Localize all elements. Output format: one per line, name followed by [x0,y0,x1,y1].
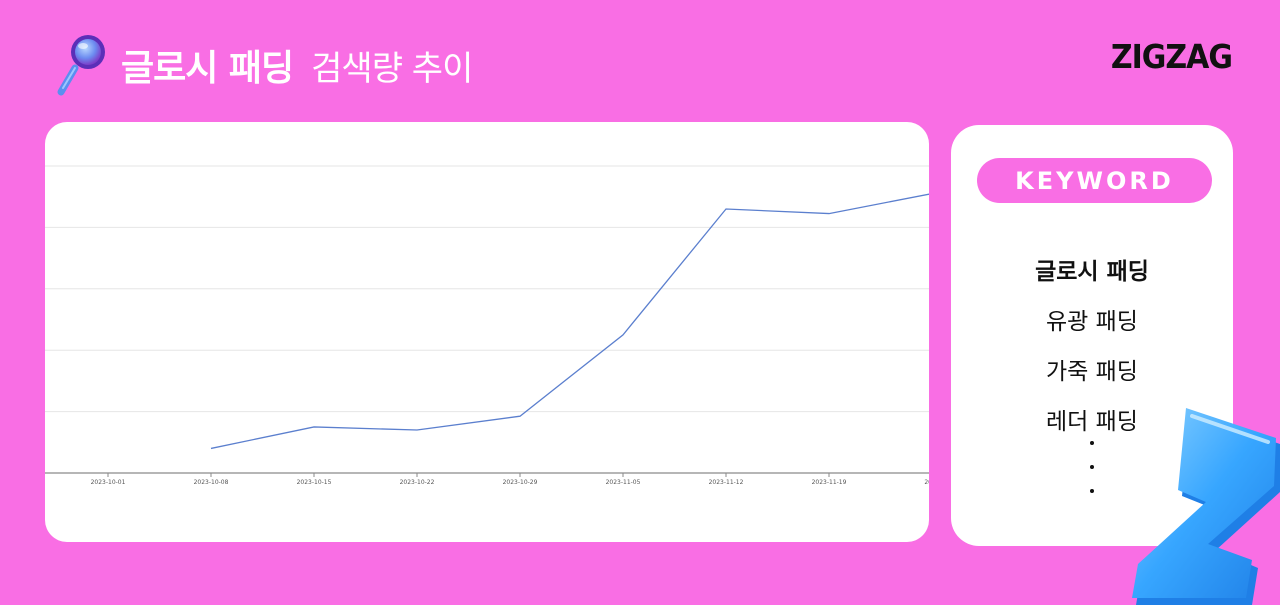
x-tick-label: 2023-10-08 [194,479,229,486]
magnifier-icon [57,35,105,96]
keyword-item: 유광 패딩 [1046,309,1138,335]
keyword-item: 레더 패딩 [1046,409,1138,435]
ellipsis-dot [1090,441,1094,445]
keyword-label: KEYWORD [977,158,1212,203]
x-tick-label: 2023-11-05 [606,479,641,486]
x-tick-label: 2023-10-22 [400,479,435,486]
z-letter-icon [1132,408,1280,605]
x-tick-label: 2023-10-15 [297,479,332,486]
keyword-item: 가죽 패딩 [1046,359,1138,385]
page-subtitle: 검색량 추이 [311,48,473,89]
x-tick-label: 2023-11-19 [812,479,847,486]
x-tick-label: 2023-10-29 [503,479,538,486]
line-chart: 2023-10-01 2023-10-08 2023-10-15 2023-10-22… [45,165,929,486]
more-dots [951,441,1233,513]
x-tick-label: 2023 [924,479,929,486]
keyword-list: 글로시 패딩 유광 패딩 가죽 패딩 레더 패딩 [951,247,1233,447]
series-line [210,193,929,450]
brand-logo: ZIGZAG [1110,38,1233,77]
x-tick-label: 2023-10-01 [91,479,126,486]
chart-card: 2023-10-01 2023-10-08 2023-10-15 2023-10-22… [45,122,929,542]
header: 글로시 패딩 검색량 추이 [55,30,473,100]
page-title: 글로시 패딩 [121,48,294,89]
ellipsis-dot [1090,489,1094,493]
x-tick-label: 2023-11-12 [709,479,744,486]
ellipsis-dot [1090,465,1094,469]
keyword-item: 글로시 패딩 [1035,259,1149,285]
